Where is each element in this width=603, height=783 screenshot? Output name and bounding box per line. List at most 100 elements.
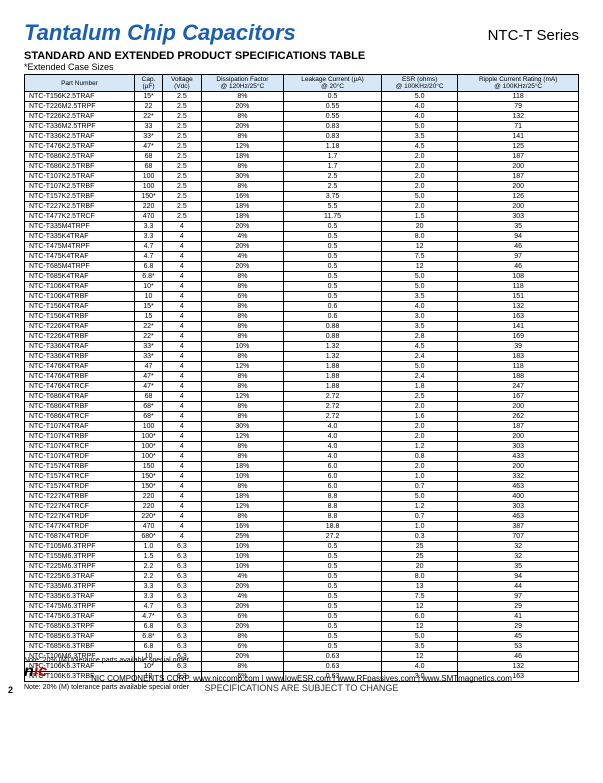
table-cell: 2.4 [381, 352, 457, 362]
table-row: NTC-T476K4TRBF47*48%1.882.4188 [25, 372, 579, 382]
table-cell: NTC-T156K4TRBF [25, 312, 135, 322]
table-cell: 97 [458, 592, 579, 602]
table-cell: 47* [135, 382, 163, 392]
table-cell: 132 [458, 302, 579, 312]
table-cell: 4% [201, 232, 283, 242]
table-row: NTC-T475M4TRPF4.7420%0.51246 [25, 242, 579, 252]
table-cell: 4.0 [381, 102, 457, 112]
table-cell: 5.0 [381, 92, 457, 102]
table-cell: 470 [135, 522, 163, 532]
table-cell: 220 [135, 492, 163, 502]
table-row: NTC-T157K2.5TRBF150*2.516%3.755.0126 [25, 192, 579, 202]
table-cell: NTC-T685K6.3TRBF [25, 642, 135, 652]
table-cell: 4.7 [135, 242, 163, 252]
table-cell: 3.3 [135, 232, 163, 242]
table-cell: 1.6 [381, 412, 457, 422]
table-cell: 141 [458, 132, 579, 142]
table-cell: 332 [458, 472, 579, 482]
table-cell: NTC-T107K4TRBF [25, 432, 135, 442]
table-cell: 132 [458, 112, 579, 122]
table-cell: 8.0 [381, 572, 457, 582]
table-cell: 12 [381, 602, 457, 612]
table-cell: NTC-T107K2.5TRAF [25, 172, 135, 182]
table-cell: 108 [458, 272, 579, 282]
table-cell: 118 [458, 282, 579, 292]
table-cell: 16% [201, 192, 283, 202]
table-cell: 100* [135, 432, 163, 442]
table-cell: 33* [135, 342, 163, 352]
table-cell: 29 [458, 622, 579, 632]
table-cell: 8% [201, 512, 283, 522]
table-cell: 4.0 [381, 112, 457, 122]
footer-note: Note: 20% (M) tolerance parts available … [24, 657, 579, 664]
table-cell: 0.5 [284, 292, 382, 302]
table-row: NTC-T156K4TRAF15*48%0.64.0132 [25, 302, 579, 312]
table-cell: 0.5 [284, 232, 382, 242]
table-cell: 4.5 [381, 342, 457, 352]
table-cell: 7.5 [381, 252, 457, 262]
table-cell: 12 [381, 622, 457, 632]
table-cell: 8% [201, 482, 283, 492]
table-cell: 0.6 [284, 312, 382, 322]
table-cell: 1.32 [284, 342, 382, 352]
table-cell: 1.8 [381, 382, 457, 392]
table-cell: 220 [135, 502, 163, 512]
table-row: NTC-T227K2.5TRBF2202.518%5.52.0200 [25, 202, 579, 212]
table-cell: 2.5 [381, 392, 457, 402]
table-cell: 1.0 [381, 522, 457, 532]
table-cell: 2.0 [381, 462, 457, 472]
table-cell: 4 [163, 422, 202, 432]
table-cell: NTC-T335M6.3TRPF [25, 582, 135, 592]
table-cell: 2.0 [381, 422, 457, 432]
table-cell: 1.18 [284, 142, 382, 152]
table-cell: 18% [201, 202, 283, 212]
table-cell: 4 [163, 272, 202, 282]
table-cell: 6.0 [381, 612, 457, 622]
table-cell: NTC-T157K4TRDF [25, 482, 135, 492]
table-cell: 0.7 [381, 512, 457, 522]
table-cell: 6.0 [284, 462, 382, 472]
table-cell: 46 [458, 242, 579, 252]
table-cell: NTC-T475M4TRPF [25, 242, 135, 252]
table-cell: NTC-T475M6.3TRPF [25, 602, 135, 612]
table-cell: 187 [458, 422, 579, 432]
table-cell: 6.8 [135, 622, 163, 632]
table-cell: 47 [135, 362, 163, 372]
table-cell: 15* [135, 302, 163, 312]
table-cell: 6.3 [163, 562, 202, 572]
table-row: NTC-T475M6.3TRPF4.76.320%0.51229 [25, 602, 579, 612]
table-row: NTC-T227K4TRCF220412%8.81.2303 [25, 502, 579, 512]
table-row: NTC-T336M2.5TRPF332.520%0.835.071 [25, 122, 579, 132]
table-cell: 470 [135, 212, 163, 222]
table-cell: 4.0 [284, 422, 382, 432]
column-header: Cap.(µF) [135, 75, 163, 92]
table-cell: 20% [201, 262, 283, 272]
table-row: NTC-T335K4TRAF3.344%0.58.094 [25, 232, 579, 242]
table-cell: 2.5 [284, 182, 382, 192]
table-header: Part NumberCap.(µF)Voltage(Vdc)Dissipati… [25, 75, 579, 92]
table-cell: 0.5 [284, 242, 382, 252]
table-cell: 2.4 [381, 372, 457, 382]
table-cell: 12% [201, 502, 283, 512]
table-cell: 79 [458, 102, 579, 112]
footer-disclaimer: SPECIFICATIONS ARE SUBJECT TO CHANGE [24, 683, 579, 693]
table-cell: 20 [381, 562, 457, 572]
table-cell: NTC-T477K4TRDF [25, 522, 135, 532]
table-row: NTC-T155M6.3TRPF1.56.310%0.52532 [25, 552, 579, 562]
table-cell: 2.5 [163, 202, 202, 212]
table-cell: 15 [135, 312, 163, 322]
table-cell: 6.3 [163, 572, 202, 582]
table-cell: NTC-T686K4TRBF [25, 402, 135, 412]
table-cell: 3.5 [381, 642, 457, 652]
table-cell: 18% [201, 212, 283, 222]
table-cell: 6.3 [163, 622, 202, 632]
table-row: NTC-T107K4TRCF100*48%4.01.2303 [25, 442, 579, 452]
table-row: NTC-T225M6.3TRPF2.26.310%0.52035 [25, 562, 579, 572]
table-cell: NTC-T476K2.5TRAF [25, 142, 135, 152]
table-cell: NTC-T686K4TRCF [25, 412, 135, 422]
table-cell: 6% [201, 612, 283, 622]
table-cell: 0.83 [284, 122, 382, 132]
table-row: NTC-T106K4TRBF1046%0.53.5151 [25, 292, 579, 302]
table-cell: 2.0 [381, 162, 457, 172]
table-cell: 97 [458, 252, 579, 262]
